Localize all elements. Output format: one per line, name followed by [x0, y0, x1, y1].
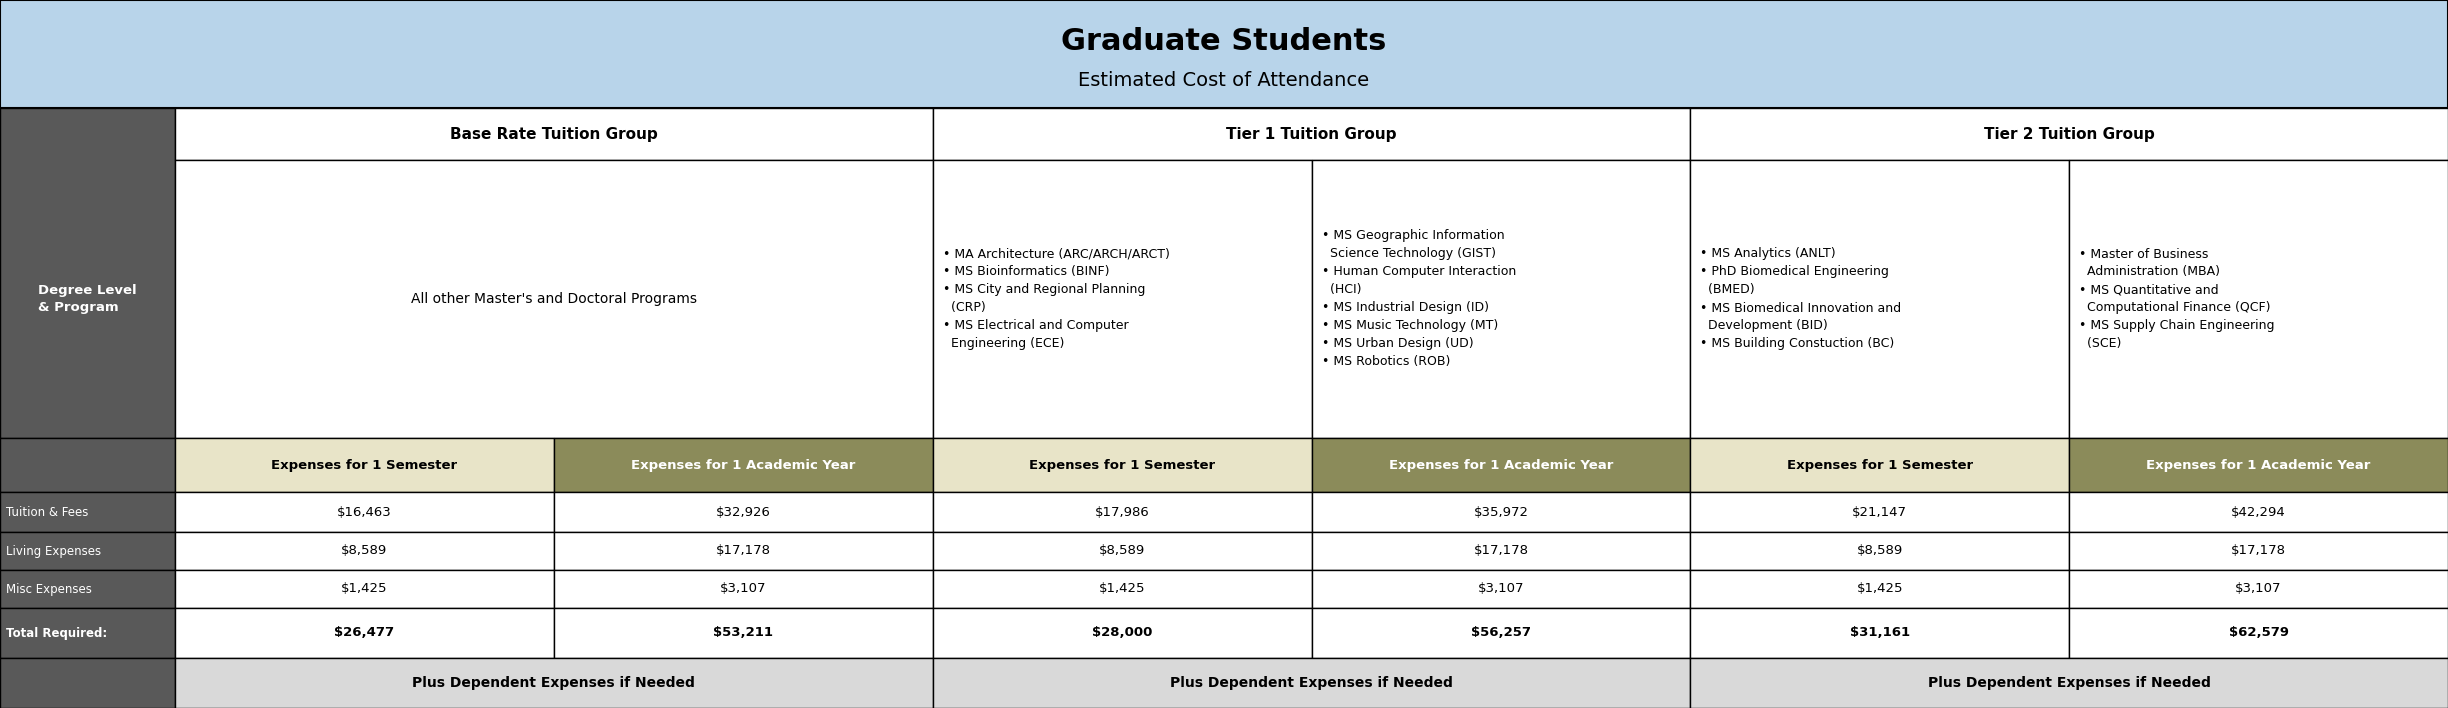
- Bar: [553, 570, 933, 608]
- Bar: [0, 658, 174, 708]
- Text: $17,178: $17,178: [1474, 544, 1528, 557]
- Bar: [1689, 532, 2069, 570]
- Bar: [174, 608, 553, 658]
- Bar: [1689, 608, 2069, 658]
- Bar: [553, 438, 933, 492]
- Bar: [174, 658, 933, 708]
- Bar: [1689, 108, 2448, 160]
- Text: $1,425: $1,425: [1099, 583, 1146, 595]
- Bar: [0, 608, 174, 658]
- Bar: [0, 492, 174, 532]
- Text: Expenses for 1 Academic Year: Expenses for 1 Academic Year: [2147, 459, 2370, 472]
- Bar: [933, 658, 1689, 708]
- Text: $62,579: $62,579: [2228, 627, 2289, 639]
- Text: Tier 2 Tuition Group: Tier 2 Tuition Group: [1983, 127, 2154, 142]
- Text: $28,000: $28,000: [1092, 627, 1153, 639]
- Text: $35,972: $35,972: [1474, 506, 1528, 518]
- Text: $17,178: $17,178: [715, 544, 771, 557]
- Text: Base Rate Tuition Group: Base Rate Tuition Group: [450, 127, 659, 142]
- Bar: [933, 532, 1312, 570]
- Text: Degree Level
& Program: Degree Level & Program: [39, 285, 137, 314]
- Bar: [1312, 608, 1689, 658]
- Bar: [1689, 570, 2069, 608]
- Bar: [1312, 492, 1689, 532]
- Bar: [174, 108, 933, 160]
- Text: Living Expenses: Living Expenses: [5, 544, 100, 557]
- Bar: [1689, 160, 2069, 438]
- Bar: [2069, 438, 2448, 492]
- Bar: [1312, 532, 1689, 570]
- Text: Misc Expenses: Misc Expenses: [5, 583, 93, 595]
- Bar: [933, 492, 1312, 532]
- Text: $16,463: $16,463: [338, 506, 392, 518]
- Text: $31,161: $31,161: [1851, 627, 1909, 639]
- Bar: [1689, 438, 2069, 492]
- Text: $8,589: $8,589: [1099, 544, 1146, 557]
- Text: $3,107: $3,107: [720, 583, 766, 595]
- Text: $8,589: $8,589: [1856, 544, 1902, 557]
- Bar: [1312, 570, 1689, 608]
- Text: $32,926: $32,926: [715, 506, 771, 518]
- Bar: [0, 438, 174, 492]
- Bar: [2069, 608, 2448, 658]
- Bar: [2069, 492, 2448, 532]
- Text: $42,294: $42,294: [2230, 506, 2286, 518]
- Text: Estimated Cost of Attendance: Estimated Cost of Attendance: [1080, 72, 1368, 91]
- Bar: [933, 160, 1312, 438]
- Text: $17,178: $17,178: [2230, 544, 2286, 557]
- Bar: [174, 570, 553, 608]
- Text: $3,107: $3,107: [1479, 583, 1525, 595]
- Bar: [174, 438, 553, 492]
- Bar: [174, 492, 553, 532]
- Text: Tuition & Fees: Tuition & Fees: [5, 506, 88, 518]
- Text: Tier 1 Tuition Group: Tier 1 Tuition Group: [1226, 127, 1398, 142]
- Bar: [174, 160, 933, 438]
- Bar: [933, 608, 1312, 658]
- Bar: [1689, 492, 2069, 532]
- Text: $17,986: $17,986: [1094, 506, 1151, 518]
- Text: • MA Architecture (ARC/ARCH/ARCT)
• MS Bioinformatics (BINF)
• MS City and Regio: • MA Architecture (ARC/ARCH/ARCT) • MS B…: [942, 248, 1170, 350]
- Text: $1,425: $1,425: [340, 583, 387, 595]
- Text: $1,425: $1,425: [1856, 583, 1902, 595]
- Bar: [933, 108, 1689, 160]
- Text: Expenses for 1 Academic Year: Expenses for 1 Academic Year: [1388, 459, 1613, 472]
- Bar: [2069, 570, 2448, 608]
- Text: Expenses for 1 Academic Year: Expenses for 1 Academic Year: [632, 459, 854, 472]
- Bar: [553, 492, 933, 532]
- Text: Plus Dependent Expenses if Needed: Plus Dependent Expenses if Needed: [1170, 676, 1454, 690]
- Bar: [2069, 532, 2448, 570]
- Bar: [933, 570, 1312, 608]
- Text: Graduate Students: Graduate Students: [1062, 26, 1386, 55]
- Bar: [1689, 658, 2448, 708]
- Text: Expenses for 1 Semester: Expenses for 1 Semester: [1787, 459, 1973, 472]
- Text: $26,477: $26,477: [335, 627, 394, 639]
- Bar: [2069, 160, 2448, 438]
- Bar: [1312, 160, 1689, 438]
- Text: Total Required:: Total Required:: [5, 627, 108, 639]
- Bar: [0, 108, 174, 438]
- Text: Expenses for 1 Semester: Expenses for 1 Semester: [1028, 459, 1214, 472]
- Text: Plus Dependent Expenses if Needed: Plus Dependent Expenses if Needed: [411, 676, 695, 690]
- Text: • Master of Business
  Administration (MBA)
• MS Quantitative and
  Computationa: • Master of Business Administration (MBA…: [2078, 248, 2274, 350]
- Text: $21,147: $21,147: [1853, 506, 1907, 518]
- Text: $8,589: $8,589: [340, 544, 387, 557]
- Bar: [0, 570, 174, 608]
- Bar: [0, 532, 174, 570]
- Text: All other Master's and Doctoral Programs: All other Master's and Doctoral Programs: [411, 292, 698, 306]
- Text: $56,257: $56,257: [1471, 627, 1530, 639]
- Text: $53,211: $53,211: [712, 627, 774, 639]
- Bar: [553, 608, 933, 658]
- Bar: [553, 532, 933, 570]
- Text: Plus Dependent Expenses if Needed: Plus Dependent Expenses if Needed: [1927, 676, 2211, 690]
- Text: • MS Geographic Information
  Science Technology (GIST)
• Human Computer Interac: • MS Geographic Information Science Tech…: [1322, 229, 1515, 368]
- Text: • MS Analytics (ANLT)
• PhD Biomedical Engineering
  (BMED)
• MS Biomedical Inno: • MS Analytics (ANLT) • PhD Biomedical E…: [1701, 248, 1902, 350]
- Bar: [1312, 438, 1689, 492]
- Bar: [174, 532, 553, 570]
- Text: Expenses for 1 Semester: Expenses for 1 Semester: [272, 459, 458, 472]
- Bar: [933, 438, 1312, 492]
- Bar: [0, 0, 2448, 108]
- Text: $3,107: $3,107: [2235, 583, 2282, 595]
